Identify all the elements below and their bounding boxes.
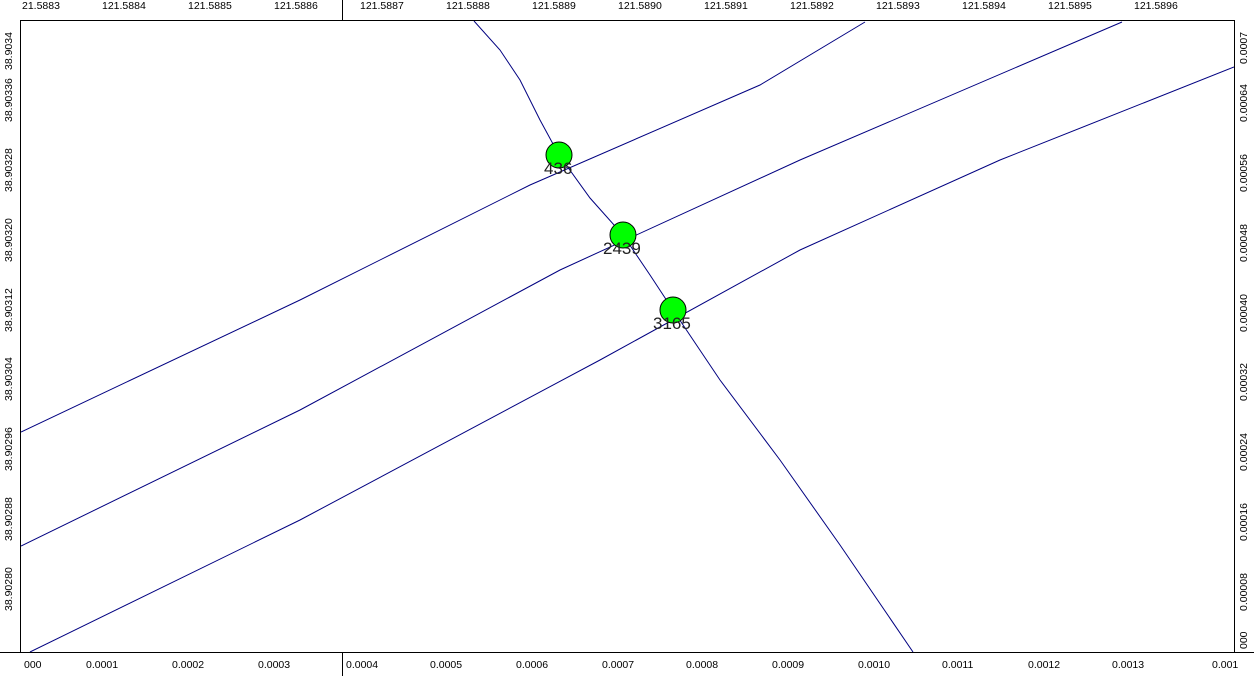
right-ruler-label: 0.00008 (1238, 573, 1250, 611)
left-ruler-label: 38.90304 (3, 357, 15, 401)
top-ruler-label: 121.5890 (618, 0, 662, 12)
top-ruler-label: 121.5884 (102, 0, 146, 12)
top-ruler-divider (342, 0, 343, 20)
point-label: 3165 (653, 314, 691, 333)
right-ruler: 0.0007 0.00064 0.00056 0.00048 0.00040 0… (1234, 20, 1254, 652)
top-ruler-label: 121.5887 (360, 0, 404, 12)
right-ruler-label: 0.00040 (1238, 294, 1250, 332)
top-ruler-label: 121.5896 (1134, 0, 1178, 12)
bottom-ruler-label: 0.0001 (86, 659, 119, 671)
top-ruler-label: 121.5893 (876, 0, 920, 12)
map-canvas[interactable]: 436 2439 3165 (21, 21, 1234, 652)
right-ruler-label: 000 (1238, 631, 1250, 649)
bottom-ruler-label: 0.0013 (1112, 659, 1145, 671)
right-ruler-label: 0.0007 (1238, 31, 1250, 64)
left-ruler-label: 38.90296 (3, 427, 15, 471)
bottom-ruler-label: 0.0003 (258, 659, 291, 671)
point-label: 436 (544, 159, 572, 178)
top-ruler-label: 121.5894 (962, 0, 1006, 12)
top-ruler-label: 121.5891 (704, 0, 748, 12)
point-2439[interactable]: 2439 (603, 221, 641, 258)
bottom-ruler-label: 0.0007 (602, 659, 635, 671)
left-ruler-label: 38.90336 (3, 78, 15, 122)
road-line (473, 21, 914, 652)
right-ruler-label: 0.00048 (1238, 224, 1250, 262)
point-436[interactable]: 436 (544, 141, 573, 178)
top-ruler-label: 121.5889 (532, 0, 576, 12)
bottom-ruler-label: 0.0010 (858, 659, 891, 671)
top-ruler-label: 121.5888 (446, 0, 490, 12)
left-ruler-label: 38.90280 (3, 567, 15, 611)
bottom-ruler-label: 0.001 (1212, 659, 1239, 671)
right-ruler-label: 0.00064 (1238, 84, 1250, 122)
bottom-ruler-label: 0.0012 (1028, 659, 1061, 671)
bottom-ruler-label: 0.0002 (172, 659, 205, 671)
left-ruler-label: 38.90320 (3, 218, 15, 262)
bottom-ruler-label: 0.0006 (516, 659, 549, 671)
point-3165[interactable]: 3165 (653, 296, 691, 333)
bottom-ruler-label: 0.0004 (346, 659, 379, 671)
point-label: 2439 (603, 239, 641, 258)
bottom-ruler: 000 0.0001 0.0002 0.0003 0.0004 0.0005 0… (0, 652, 1254, 676)
right-ruler-label: 0.00016 (1238, 503, 1250, 541)
bottom-ruler-label: 0.0009 (772, 659, 805, 671)
bottom-ruler-label: 000 (24, 659, 42, 671)
bottom-ruler-label: 0.0011 (942, 659, 974, 671)
bottom-ruler-divider (342, 653, 343, 676)
left-ruler-label: 38.9034 (3, 32, 15, 70)
point-marker[interactable] (609, 221, 637, 249)
right-ruler-label: 0.00056 (1238, 154, 1250, 192)
point-marker[interactable] (545, 141, 573, 169)
right-ruler-label: 0.00024 (1238, 433, 1250, 471)
road-line (21, 21, 866, 433)
top-ruler-label: 121.5886 (274, 0, 318, 12)
top-ruler-label: 121.5885 (188, 0, 232, 12)
bottom-ruler-label: 0.0008 (686, 659, 719, 671)
left-ruler-label: 38.90288 (3, 497, 15, 541)
road-line (21, 21, 1123, 547)
top-ruler-label: 121.5892 (790, 0, 834, 12)
left-ruler: 38.9034 38.90336 38.90328 38.90320 38.90… (0, 20, 21, 652)
top-ruler-label: 121.5895 (1048, 0, 1092, 12)
top-ruler: 21.5883 121.5884 121.5885 121.5886 121.5… (0, 0, 1254, 21)
top-ruler-label: 21.5883 (22, 0, 60, 12)
left-ruler-label: 38.90312 (3, 288, 15, 332)
road-line (29, 66, 1234, 652)
left-ruler-label: 38.90328 (3, 148, 15, 192)
right-ruler-label: 0.00032 (1238, 363, 1250, 401)
bottom-ruler-label: 0.0005 (430, 659, 463, 671)
point-marker[interactable] (659, 296, 687, 324)
